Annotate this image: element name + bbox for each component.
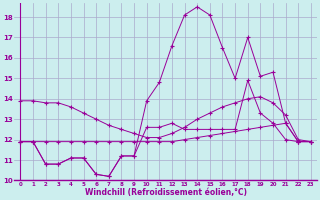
X-axis label: Windchill (Refroidissement éolien,°C): Windchill (Refroidissement éolien,°C) [84,188,247,197]
